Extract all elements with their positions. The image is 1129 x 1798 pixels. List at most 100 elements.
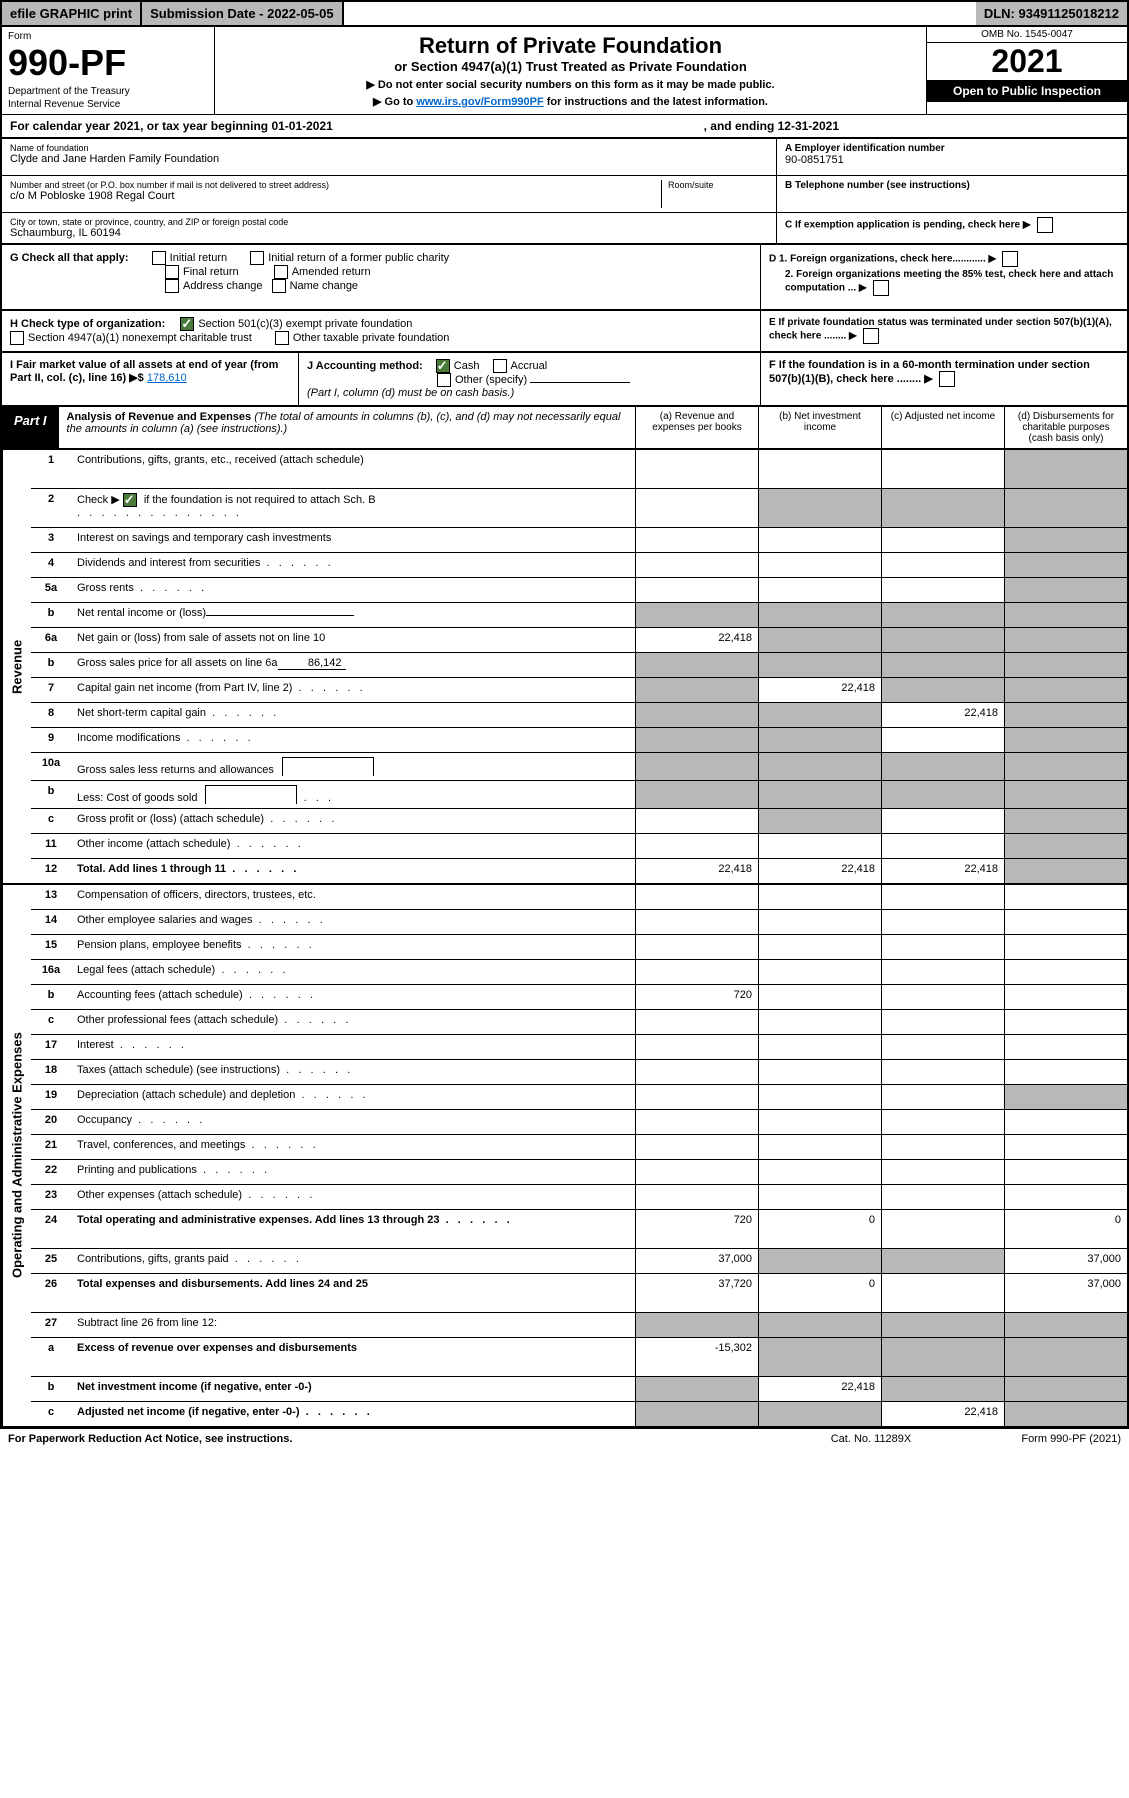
cell-col-c (881, 1249, 1004, 1273)
omb-number: OMB No. 1545-0047 (927, 27, 1127, 43)
cell-col-a (635, 834, 758, 858)
cell-col-a (635, 653, 758, 677)
table-row: cAdjusted net income (if negative, enter… (31, 1402, 1127, 1426)
cell-col-a: 37,000 (635, 1249, 758, 1273)
cell-col-c: 22,418 (881, 1402, 1004, 1426)
cell-col-a: 720 (635, 1210, 758, 1248)
f-checkbox[interactable] (939, 371, 955, 387)
row-label: Net gain or (loss) from sale of assets n… (71, 628, 635, 652)
h-other-checkbox[interactable] (275, 331, 289, 345)
cell-col-b (758, 809, 881, 833)
cell-col-a (635, 935, 758, 959)
dept-treasury: Department of the Treasury (8, 86, 208, 97)
revenue-rows: 1Contributions, gifts, grants, etc., rec… (31, 450, 1127, 883)
g-addrchg-checkbox[interactable] (165, 279, 179, 293)
ein-cell: A Employer identification number 90-0851… (777, 139, 1127, 176)
table-row: 4Dividends and interest from securities … (31, 553, 1127, 578)
i-arrow: ▶$ (129, 372, 144, 384)
footer: For Paperwork Reduction Act Notice, see … (0, 1428, 1129, 1449)
j-box: J Accounting method: Cash Accrual Other … (299, 353, 761, 405)
h-opt2: Section 4947(a)(1) nonexempt charitable … (28, 332, 252, 344)
table-row: 27Subtract line 26 from line 12: (31, 1313, 1127, 1338)
table-row: 16aLegal fees (attach schedule) . . . . … (31, 960, 1127, 985)
table-row: 13Compensation of officers, directors, t… (31, 885, 1127, 910)
cell-col-d (1004, 885, 1127, 909)
cell-col-c (881, 753, 1004, 780)
row-label: Compensation of officers, directors, tru… (71, 885, 635, 909)
table-row: cGross profit or (loss) (attach schedule… (31, 809, 1127, 834)
part1-title-box: Analysis of Revenue and Expenses (The to… (59, 407, 635, 448)
cell-col-d (1004, 834, 1127, 858)
cell-col-a (635, 809, 758, 833)
row-number: 25 (31, 1249, 71, 1273)
cell-col-d (1004, 1060, 1127, 1084)
row-number: 12 (31, 859, 71, 883)
row-number: 19 (31, 1085, 71, 1109)
e-checkbox[interactable] (863, 328, 879, 344)
cell-col-a (635, 450, 758, 488)
form-header: Form 990-PF Department of the Treasury I… (0, 27, 1129, 115)
cell-col-c (881, 450, 1004, 488)
g-opt-3: Initial return of a former public charit… (268, 252, 449, 264)
cell-col-d (1004, 960, 1127, 984)
cell-col-c (881, 1085, 1004, 1109)
table-row: 20Occupancy . . . . . . (31, 1110, 1127, 1135)
j-other-checkbox[interactable] (437, 373, 451, 387)
cell-col-d (1004, 1338, 1127, 1376)
h-4947-checkbox[interactable] (10, 331, 24, 345)
f-box: F If the foundation is in a 60-month ter… (761, 353, 1127, 405)
cell-col-d (1004, 703, 1127, 727)
cal-begin: For calendar year 2021, or tax year begi… (10, 119, 333, 133)
cell-col-c (881, 1110, 1004, 1134)
g-opt-4: Amended return (292, 266, 371, 278)
j-note: (Part I, column (d) must be on cash basi… (307, 387, 514, 399)
row-label: Check ▶ if the foundation is not require… (71, 489, 635, 527)
cell-col-a (635, 1160, 758, 1184)
cell-col-d (1004, 489, 1127, 527)
row-number: 23 (31, 1185, 71, 1209)
part1-title: Analysis of Revenue and Expenses (67, 411, 252, 423)
cell-col-a (635, 603, 758, 627)
cell-col-b (758, 753, 881, 780)
row-label: Capital gain net income (from Part IV, l… (71, 678, 635, 702)
city-value: Schaumburg, IL 60194 (10, 227, 768, 239)
cell-col-b (758, 553, 881, 577)
g-initial-checkbox[interactable] (152, 251, 166, 265)
col-b-header: (b) Net investment income (758, 407, 881, 448)
d2-checkbox[interactable] (873, 280, 889, 296)
cell-col-d (1004, 450, 1127, 488)
cell-col-a (635, 1010, 758, 1034)
row-number: 18 (31, 1060, 71, 1084)
cell-col-b (758, 834, 881, 858)
part1-label: Part I (2, 407, 59, 448)
main-title: Return of Private Foundation (225, 33, 916, 59)
cell-col-d (1004, 1160, 1127, 1184)
cell-col-b (758, 1010, 881, 1034)
c-label: C If exemption application is pending, c… (785, 220, 1020, 231)
d1-checkbox[interactable] (1002, 251, 1018, 267)
j-cash-checkbox[interactable] (436, 359, 450, 373)
row-number: 17 (31, 1035, 71, 1059)
g-amended-checkbox[interactable] (274, 265, 288, 279)
cell-col-a (635, 728, 758, 752)
row-number: 24 (31, 1210, 71, 1248)
expenses-table: Operating and Administrative Expenses 13… (0, 885, 1129, 1428)
cell-col-c (881, 985, 1004, 1009)
table-row: bNet rental income or (loss) (31, 603, 1127, 628)
schb-checkbox[interactable] (123, 493, 137, 507)
c-checkbox[interactable] (1037, 217, 1053, 233)
table-row: bLess: Cost of goods sold . . . (31, 781, 1127, 809)
j-accrual-checkbox[interactable] (493, 359, 507, 373)
g-final-checkbox[interactable] (165, 265, 179, 279)
g-opt-0: Initial return (170, 252, 227, 264)
g-namechg-checkbox[interactable] (272, 279, 286, 293)
cell-col-c (881, 910, 1004, 934)
cell-col-d (1004, 985, 1127, 1009)
row-label: Total operating and administrative expen… (71, 1210, 635, 1248)
part1-header: Part I Analysis of Revenue and Expenses … (0, 407, 1129, 450)
irs-link[interactable]: www.irs.gov/Form990PF (416, 96, 543, 108)
h-501c3-checkbox[interactable] (180, 317, 194, 331)
revenue-side-label: Revenue (2, 450, 31, 883)
g-former-checkbox[interactable] (250, 251, 264, 265)
dln-label: DLN: 93491125018212 (976, 2, 1127, 25)
